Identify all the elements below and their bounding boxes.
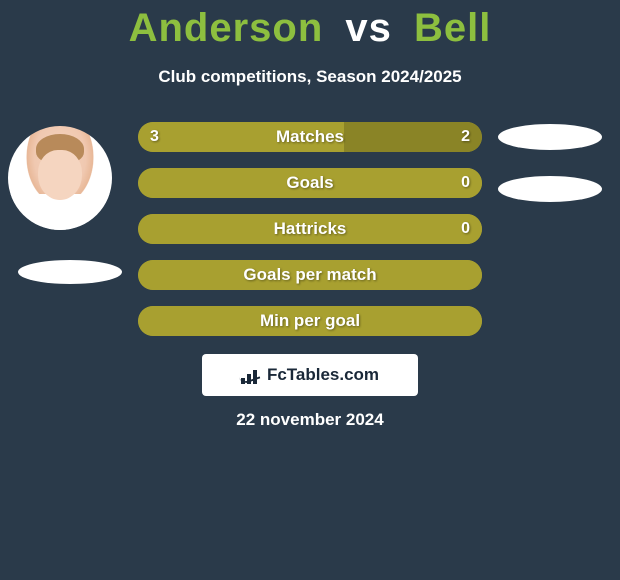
stat-label: Goals per match bbox=[243, 265, 376, 285]
player2-club-badge bbox=[498, 176, 602, 202]
stat-row: 3 Matches 2 bbox=[138, 122, 482, 152]
avatar-shirt bbox=[8, 194, 112, 230]
stat-value-right: 2 bbox=[461, 128, 470, 146]
stat-value-left: 3 bbox=[150, 128, 159, 146]
stat-label: Hattricks bbox=[274, 219, 347, 239]
comparison-title: Anderson vs Bell bbox=[0, 0, 620, 51]
chart-icon bbox=[241, 366, 263, 384]
stat-row: Goals 0 bbox=[138, 168, 482, 198]
player2-name: Bell bbox=[414, 6, 491, 50]
player1-name: Anderson bbox=[129, 6, 324, 50]
stats-container: 3 Matches 2 Goals 0 Hattricks 0 Goals per match… bbox=[138, 122, 482, 352]
stat-row: Hattricks 0 bbox=[138, 214, 482, 244]
player1-avatar bbox=[8, 126, 112, 230]
fctables-logo[interactable]: FcTables.com bbox=[202, 354, 418, 396]
stat-value-right: 0 bbox=[461, 174, 470, 192]
stat-label: Goals bbox=[286, 173, 333, 193]
date-label: 22 november 2024 bbox=[0, 410, 620, 430]
player1-club-badge bbox=[18, 260, 122, 284]
logo-text: FcTables.com bbox=[267, 365, 379, 385]
stat-row: Min per goal bbox=[138, 306, 482, 336]
stat-value-right: 0 bbox=[461, 220, 470, 238]
stat-label: Min per goal bbox=[260, 311, 360, 331]
stat-label: Matches bbox=[276, 127, 344, 147]
player2-avatar-placeholder bbox=[498, 124, 602, 150]
subtitle: Club competitions, Season 2024/2025 bbox=[0, 67, 620, 87]
stat-row: Goals per match bbox=[138, 260, 482, 290]
vs-label: vs bbox=[345, 6, 392, 50]
